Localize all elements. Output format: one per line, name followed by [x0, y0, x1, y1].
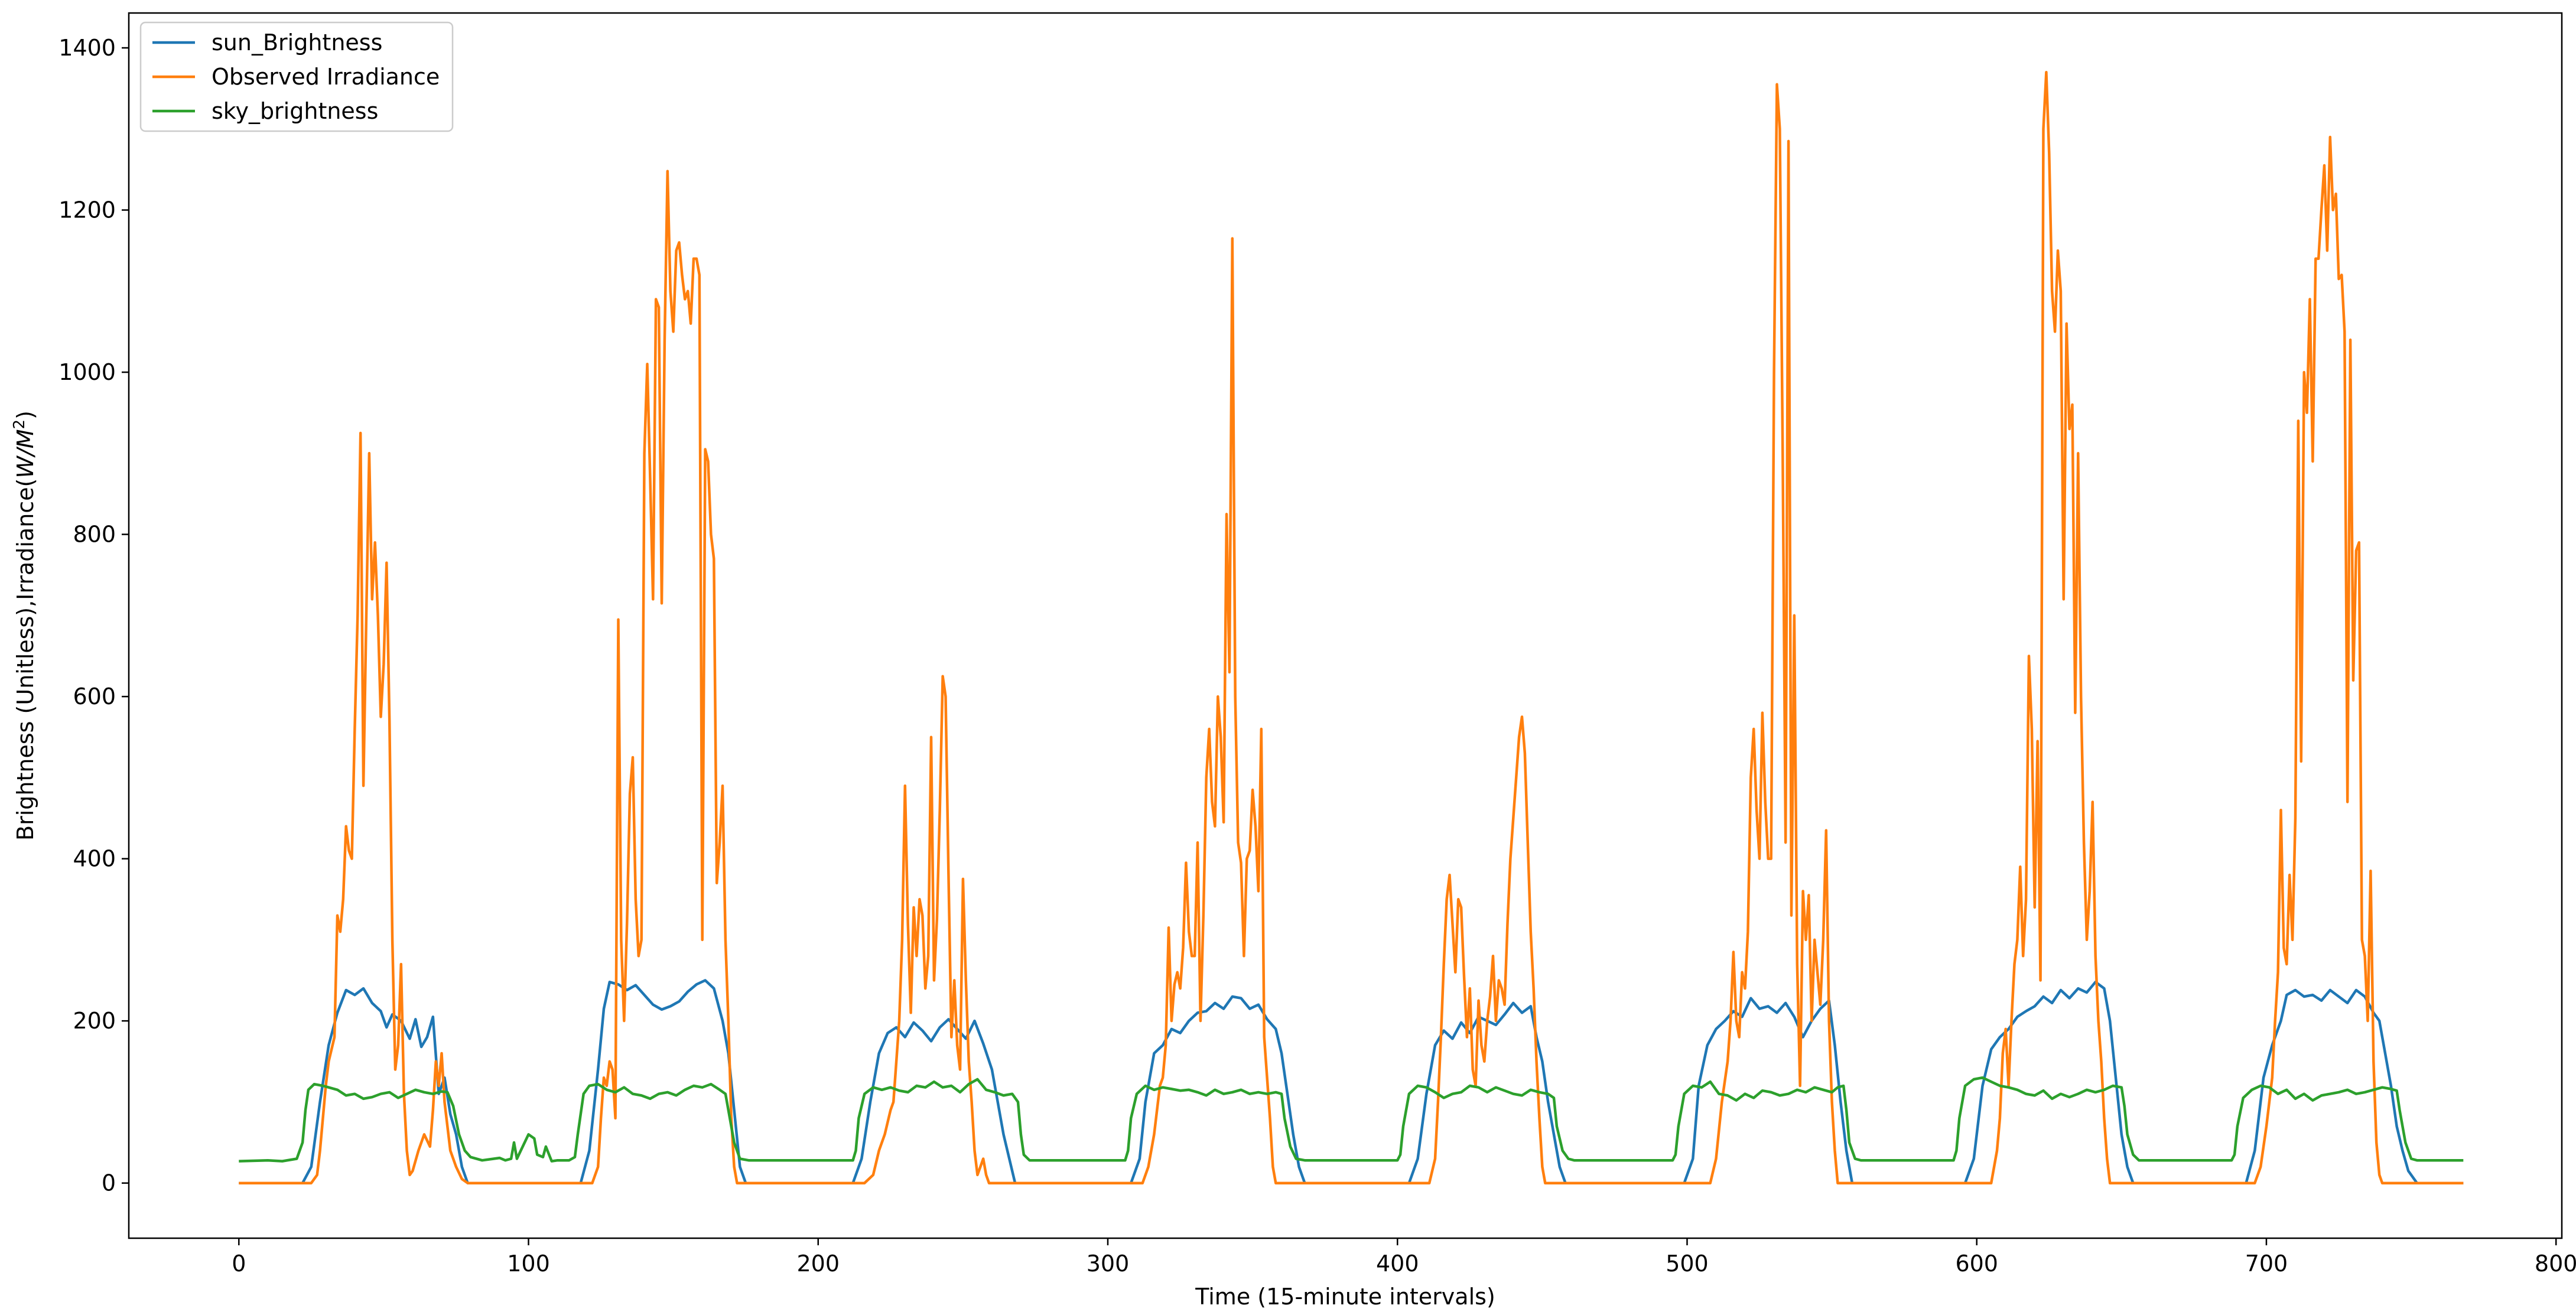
- legend-label: Observed Irradiance: [212, 64, 440, 90]
- y-tick-label: 0: [102, 1170, 116, 1196]
- x-axis-label: Time (15-minute intervals): [1195, 1284, 1495, 1310]
- legend-entries: sun_Brightness Observed Irradiance sky_bri…: [152, 30, 440, 124]
- legend-label: sun_Brightness: [212, 30, 382, 56]
- x-tick-label: 200: [797, 1251, 840, 1277]
- x-tick-label: 500: [1666, 1251, 1709, 1277]
- x-tick-label: 600: [1955, 1251, 1998, 1277]
- legend-box: [139, 21, 454, 132]
- x-tick-label: 0: [232, 1251, 246, 1277]
- series-line-observed-irradiance: [239, 70, 2464, 1184]
- x-tick-label: 400: [1376, 1251, 1419, 1277]
- x-tick-label: 800: [2535, 1251, 2576, 1277]
- y-axis-label: Brightness (Unitless),Irradiance(W/M2): [11, 411, 38, 841]
- plot-frame: [128, 12, 2563, 1239]
- y-axis-ticks: 0 200 400 600 800 1000 1200 1400: [58, 35, 129, 1196]
- y-tick-label: 1200: [58, 197, 116, 223]
- x-tick-label: 100: [507, 1251, 550, 1277]
- y-tick-label: 400: [73, 846, 116, 872]
- legend-label: sky_brightness: [212, 98, 378, 124]
- series-line-sky-brightness: [239, 1076, 2464, 1163]
- y-tick-label: 1400: [58, 35, 116, 61]
- y-tick-label: 800: [73, 522, 116, 548]
- y-tick-label: 600: [73, 683, 116, 709]
- x-tick-label: 700: [2245, 1251, 2288, 1277]
- x-tick-label: 300: [1087, 1251, 1130, 1277]
- x-axis-ticks: 0 100 200 300 400 500 600 700 800: [232, 1238, 2576, 1277]
- y-tick-label: 1000: [58, 359, 116, 385]
- legend: sun_Brightness Observed Irradiance sky_bri…: [139, 21, 454, 132]
- series-layer: [239, 70, 2464, 1184]
- y-tick-label: 200: [73, 1008, 116, 1034]
